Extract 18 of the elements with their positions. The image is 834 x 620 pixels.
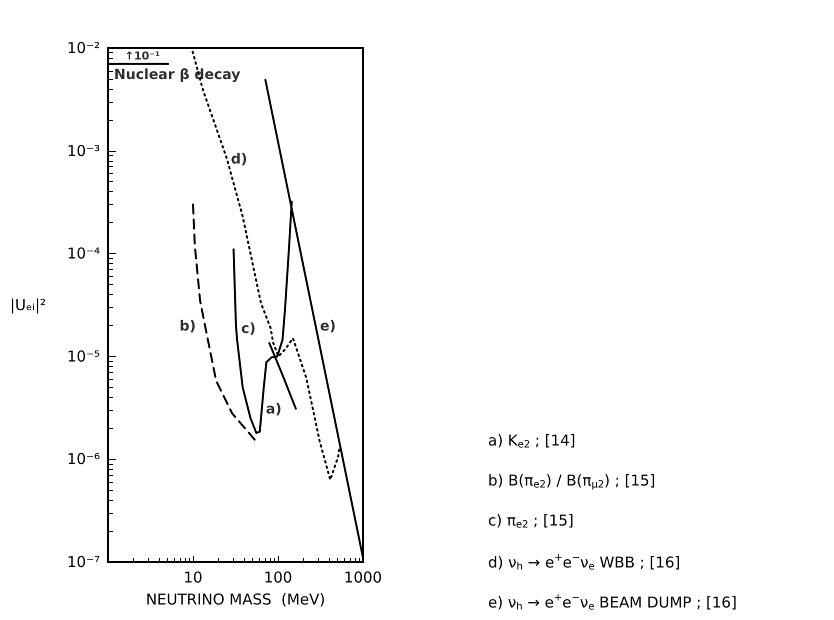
y-tick-label: 10⁻⁴	[67, 244, 100, 263]
x-axis-title: NEUTRINO MASS (MeV)	[146, 590, 326, 608]
y-tick-label: 10⁻⁷	[67, 553, 100, 571]
y-tick-label: 10⁻²	[67, 39, 100, 57]
y-tick-label: 10⁻⁶	[67, 450, 100, 468]
y-tick-label: 10⁻⁵	[67, 347, 100, 366]
annotation: ↑10⁻¹	[124, 49, 160, 62]
y-axis-title: |Uₑᵢ|²	[10, 296, 46, 314]
x-tick-label: 10	[183, 568, 203, 586]
annotation: d)	[230, 152, 248, 168]
x-tick-label: 100	[264, 568, 292, 586]
annotation: b)	[179, 318, 196, 335]
annotation: Nuclear β decay	[114, 66, 240, 83]
y-tick-label: 10⁻³	[67, 142, 100, 160]
x-tick-label: 1000	[344, 568, 382, 586]
annotation: e)	[320, 318, 336, 335]
annotation: c)	[241, 320, 256, 337]
annotation: a)	[266, 402, 282, 418]
